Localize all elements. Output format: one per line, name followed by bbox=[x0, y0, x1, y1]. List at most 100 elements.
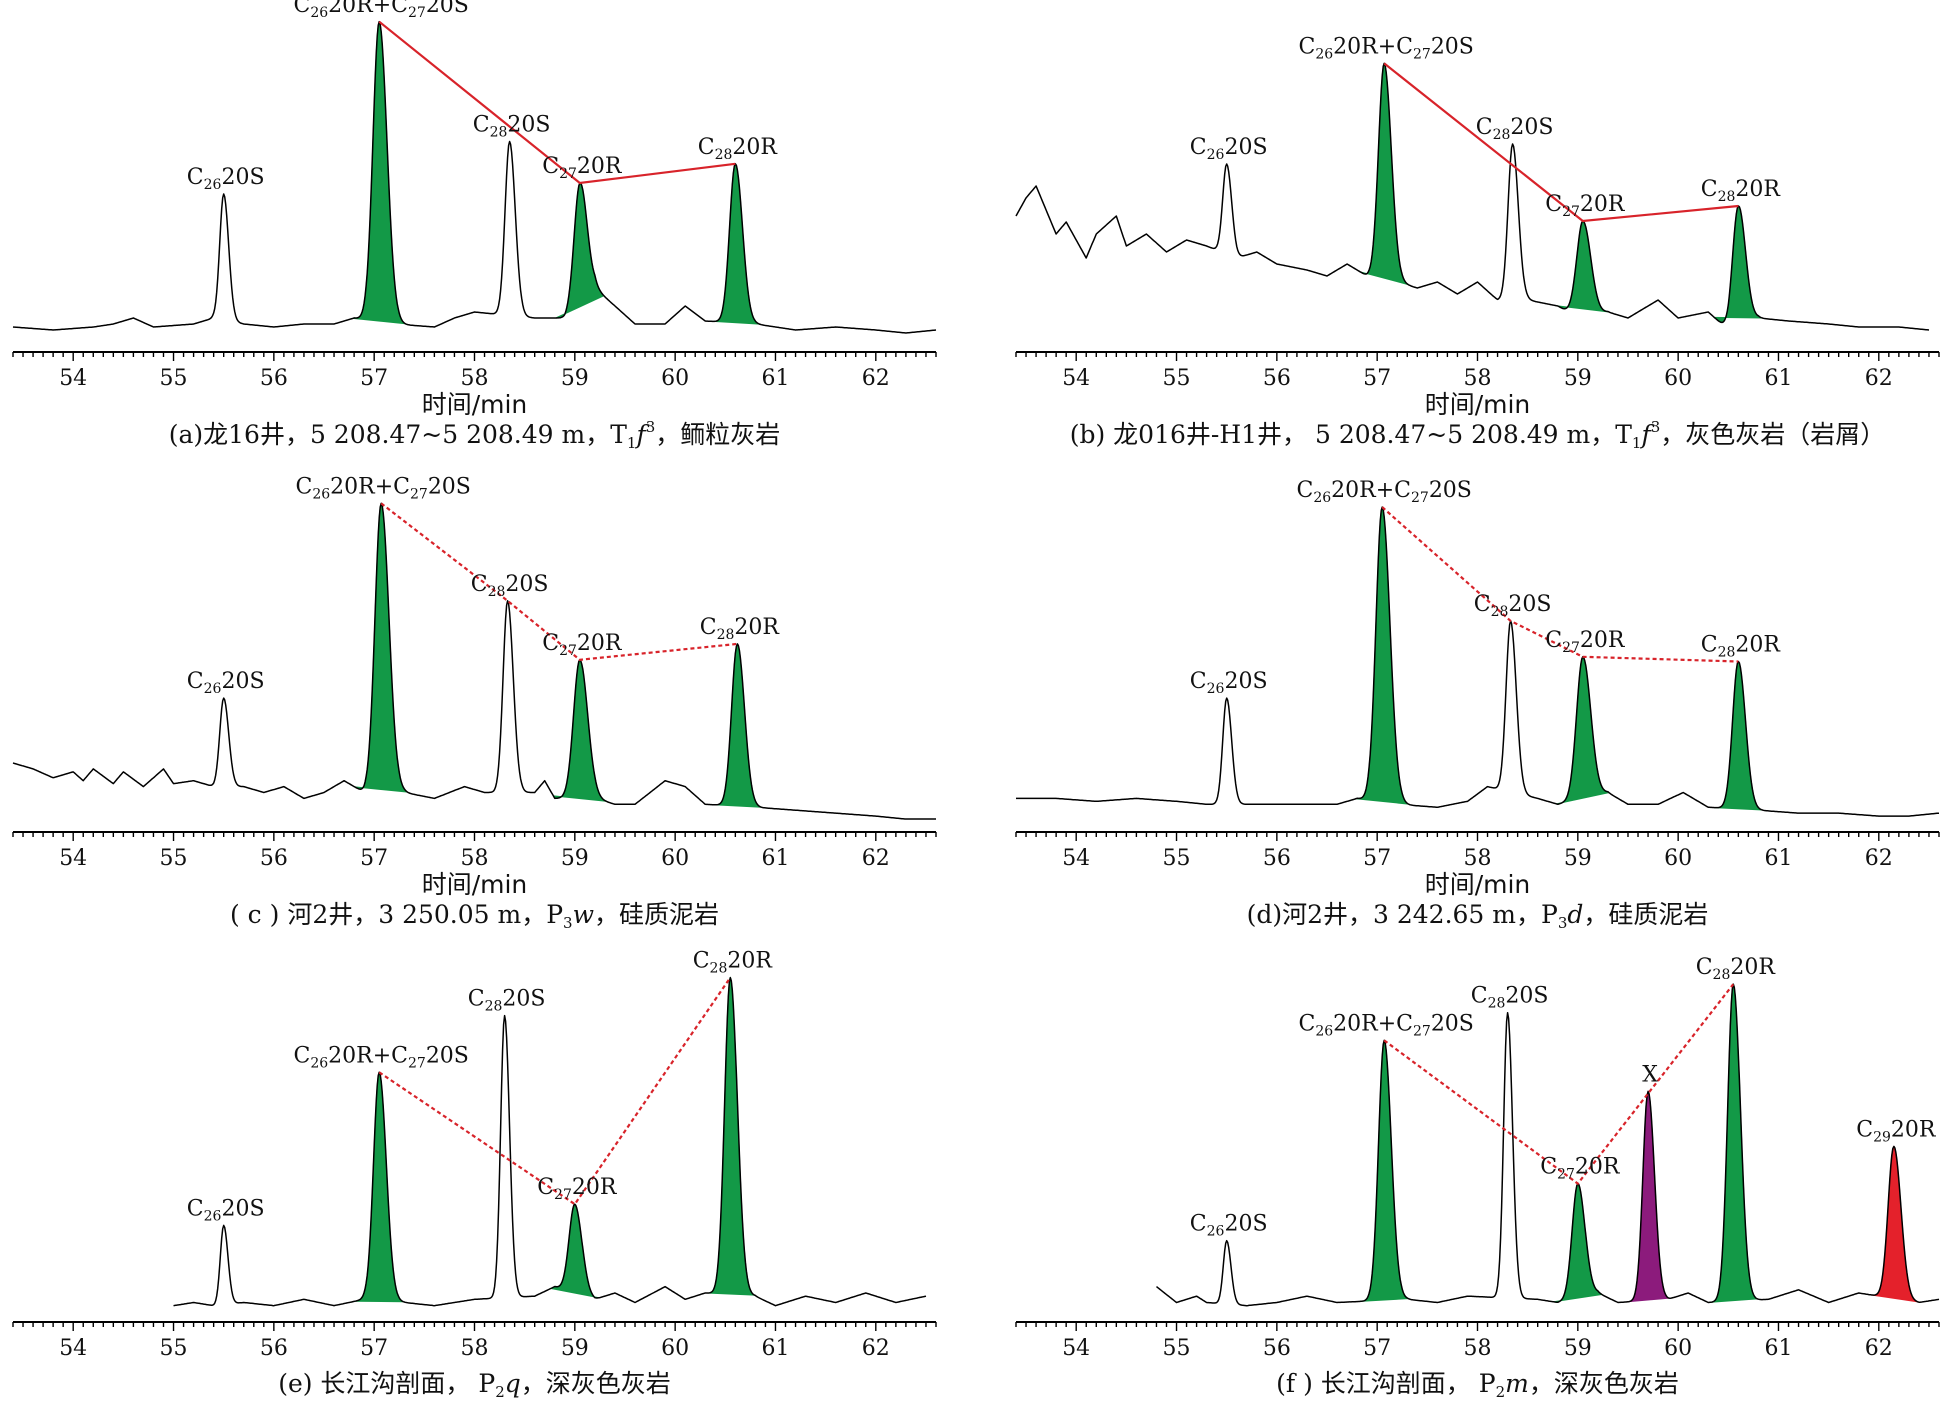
peak-label: C2620R+C2720S bbox=[293, 0, 468, 21]
peak-label-part: C bbox=[1701, 633, 1718, 658]
peak-label-part: 27 bbox=[1413, 46, 1431, 62]
peak-area-green bbox=[1355, 506, 1409, 805]
peak-label-part: C bbox=[542, 631, 559, 656]
x-tick-label: 62 bbox=[862, 1336, 890, 1361]
caption-text: ，灰色灰岩（岩屑） bbox=[1660, 420, 1885, 449]
peak-label-part: C bbox=[1701, 177, 1718, 202]
chromatogram-trace bbox=[1156, 983, 1940, 1307]
peak-label: C2620R+C2720S bbox=[293, 1043, 468, 1071]
caption-formation: q bbox=[505, 1369, 521, 1398]
peak-label-part: C bbox=[293, 1043, 310, 1068]
peak-label: C2820R bbox=[693, 949, 774, 977]
caption-text: (e) 长江沟剖面， P bbox=[278, 1369, 495, 1398]
chromatogram-panel: 54 55 56 57 58 59 60 61 62时间/minC2620SC2620R+C27… bbox=[1015, 34, 1940, 452]
caption-text: (d)河2井，3 242.65 m，P bbox=[1247, 900, 1558, 929]
x-tick-label: 56 bbox=[260, 1336, 288, 1361]
ratio-connect-line bbox=[1381, 506, 1739, 663]
chromatogram-trace bbox=[12, 502, 936, 820]
peak-label-part: 28 bbox=[490, 125, 508, 141]
caption-text: (f ) 长江沟剖面， P bbox=[1276, 1369, 1495, 1398]
peak-area-green bbox=[1712, 205, 1763, 323]
caption-formation: d bbox=[1567, 900, 1583, 929]
ratio-connect-line bbox=[1383, 62, 1739, 223]
x-tick-label: 62 bbox=[1865, 1336, 1893, 1361]
caption-sub: 1 bbox=[1632, 434, 1642, 452]
peak-label: C2620R+C2720S bbox=[1298, 34, 1473, 62]
x-tick-label: 62 bbox=[862, 366, 890, 391]
caption-formation: w bbox=[573, 900, 594, 929]
peak-label: C2820R bbox=[1696, 955, 1777, 983]
peak-label: C2620S bbox=[1190, 135, 1268, 163]
peak-label: C2620S bbox=[1190, 669, 1268, 697]
x-tick-label: 60 bbox=[661, 366, 689, 391]
x-tick-label: 57 bbox=[360, 366, 388, 391]
peak-area-green bbox=[1709, 983, 1758, 1303]
peak-area-green bbox=[355, 1071, 404, 1303]
x-tick-label: 61 bbox=[1764, 366, 1792, 391]
peak-label: C2920R bbox=[1856, 1117, 1937, 1145]
peak-label-part: C bbox=[187, 1196, 204, 1221]
peak-label-part: 20S bbox=[1224, 669, 1267, 694]
peak-label-part: 20R+C bbox=[328, 1043, 408, 1068]
peak-label-part: 27 bbox=[559, 643, 577, 659]
peak-label-part: C bbox=[542, 154, 559, 179]
caption-sup: 3 bbox=[1651, 418, 1661, 436]
peak-label-part: 28 bbox=[1713, 967, 1731, 983]
x-tick-label: 55 bbox=[160, 1336, 188, 1361]
x-tick-label: 54 bbox=[1062, 846, 1090, 871]
peak-label-part: 20S bbox=[1505, 984, 1548, 1009]
peak-label-part: C bbox=[1296, 478, 1313, 503]
caption-formation: f bbox=[634, 420, 649, 449]
peak-label-part: 28 bbox=[1491, 604, 1509, 620]
peak-label-part: 20R+C bbox=[330, 474, 410, 499]
peak-label: C2620S bbox=[187, 669, 265, 697]
peak-label-part: 27 bbox=[410, 486, 428, 502]
peak-label-part: 20S bbox=[1224, 1212, 1267, 1237]
panel-caption: (d)河2井，3 242.65 m，P3d，硅质泥岩 bbox=[1247, 900, 1709, 932]
peak-label-part: 20R+C bbox=[1333, 34, 1413, 59]
peak-label-part: C bbox=[700, 615, 717, 640]
peak-label-part: 28 bbox=[710, 961, 728, 977]
caption-text: ，硅质泥岩 bbox=[594, 900, 719, 929]
peak-area-green bbox=[1556, 656, 1611, 805]
chromatogram-panel: 54 55 56 57 58 59 60 61 62C2620SC2620R+C2720SC28… bbox=[1015, 955, 1940, 1401]
peak-label-part: 28 bbox=[717, 627, 735, 643]
x-axis-title: 时间/min bbox=[422, 870, 528, 899]
peak-label: C2620S bbox=[187, 1196, 265, 1224]
peak-label-part: 28 bbox=[1718, 189, 1736, 205]
peak-label-part: 20R bbox=[1580, 192, 1626, 217]
x-tick-label: 55 bbox=[1163, 846, 1191, 871]
peak-label-part: 20S bbox=[505, 572, 548, 597]
x-tick-label: 55 bbox=[1163, 366, 1191, 391]
peak-label-part: 28 bbox=[485, 999, 503, 1015]
chromatogram-trace bbox=[1016, 506, 1939, 817]
peak-label-part: 26 bbox=[1315, 1023, 1333, 1039]
peak-label: C2820S bbox=[1471, 984, 1549, 1012]
peak-label-part: C bbox=[1474, 592, 1491, 617]
peak-label: C2620S bbox=[187, 165, 265, 193]
peak-label-part: 27 bbox=[1562, 204, 1580, 220]
peak-label-part: 20S bbox=[221, 165, 264, 190]
peak-label-part: 20S bbox=[1510, 115, 1553, 140]
x-tick-label: 60 bbox=[1664, 366, 1692, 391]
x-tick-label: 55 bbox=[1163, 1336, 1191, 1361]
caption-sub: 2 bbox=[495, 1383, 505, 1401]
peak-label: C2820S bbox=[473, 113, 551, 141]
peak-label-part: C bbox=[1856, 1117, 1873, 1142]
caption-sub: 3 bbox=[1558, 914, 1568, 932]
peak-label-part: 28 bbox=[1488, 996, 1506, 1012]
ratio-connect-line bbox=[378, 976, 732, 1206]
x-tick-label: 56 bbox=[260, 366, 288, 391]
x-tick-label: 57 bbox=[1363, 846, 1391, 871]
peak-label-part: 20R bbox=[577, 154, 623, 179]
peak-label-part: 27 bbox=[1413, 1023, 1431, 1039]
x-tick-label: 59 bbox=[561, 366, 589, 391]
peak-label-part: 27 bbox=[1562, 640, 1580, 656]
caption-formation: m bbox=[1505, 1369, 1529, 1398]
x-tick-label: 56 bbox=[1263, 846, 1291, 871]
peak-label-part: C bbox=[293, 0, 310, 18]
ratio-connect-line bbox=[378, 20, 736, 185]
x-tick-label: 61 bbox=[761, 1336, 789, 1361]
peak-label-part: 20S bbox=[426, 1043, 469, 1068]
peak-label-part: 20R bbox=[734, 615, 780, 640]
